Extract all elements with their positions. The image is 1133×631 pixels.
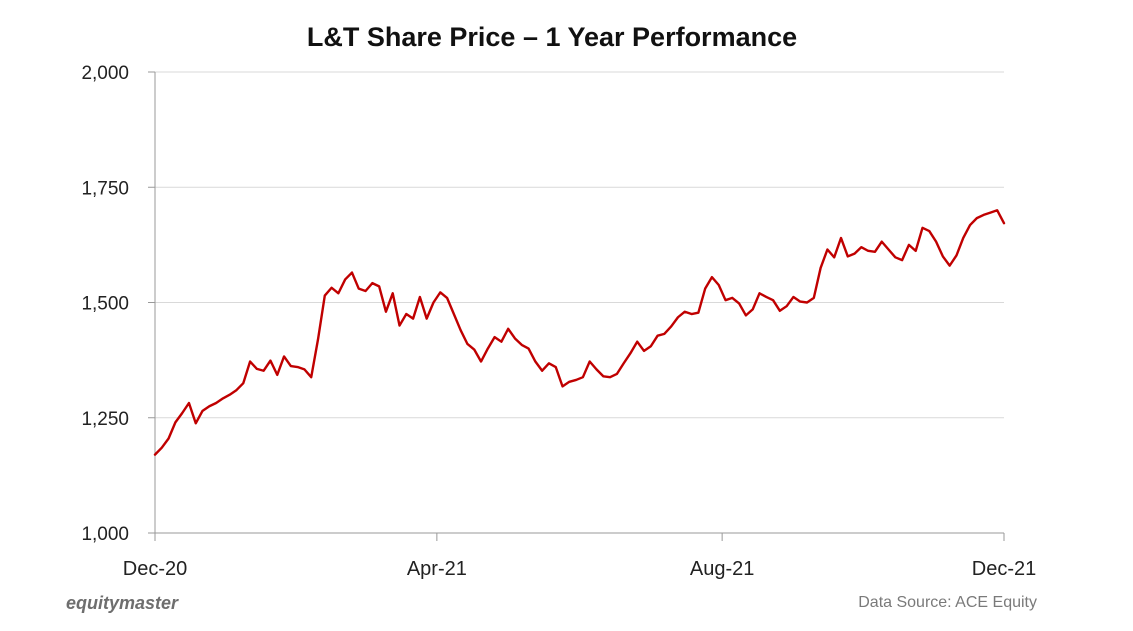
series-layer <box>153 209 1006 456</box>
y-tick-label: 2,000 <box>81 63 129 84</box>
brand-logo-text: equitymaster <box>66 593 179 613</box>
y-tick-label: 1,250 <box>81 409 129 430</box>
y-tick-label: 1,500 <box>81 294 129 315</box>
x-tick-label: Dec-20 <box>123 558 187 580</box>
gridlines <box>155 71 1004 419</box>
x-axis-ticks: Dec-20 Apr-21 Aug-21 Dec-21 <box>123 533 1036 580</box>
chart-title: L&T Share Price – 1 Year Performance <box>307 22 797 52</box>
y-tick-label: 1,000 <box>81 524 129 545</box>
x-tick-label: Apr-21 <box>407 558 467 580</box>
y-axis-ticks: 1,000 1,250 1,500 1,750 2,000 <box>81 63 155 545</box>
x-tick-label: Dec-21 <box>972 558 1036 580</box>
x-tick-label: Aug-21 <box>690 558 755 580</box>
y-tick-label: 1,750 <box>81 178 129 199</box>
data-source-note: Data Source: ACE Equity <box>858 594 1037 611</box>
series-line <box>153 209 1006 456</box>
